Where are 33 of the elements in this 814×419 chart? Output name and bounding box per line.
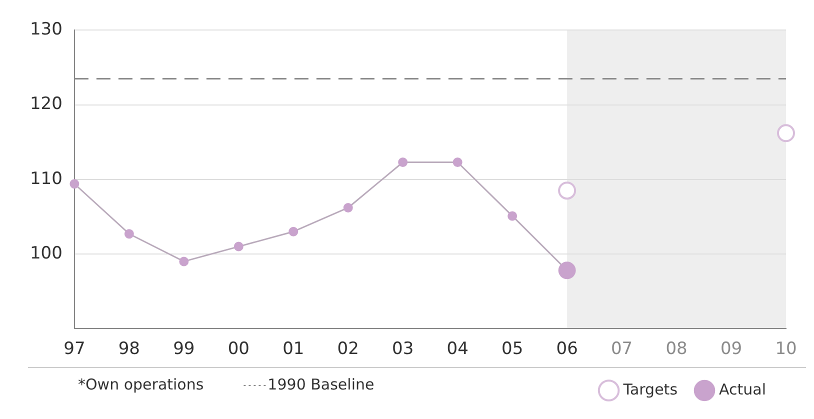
y-tick-label: 120: [30, 94, 62, 114]
x-tick-label: 97: [64, 339, 86, 360]
x-tick-label: 02: [337, 339, 359, 360]
point: [508, 211, 518, 221]
x-tick-label: 98: [118, 339, 140, 360]
x-tick-label: 05: [502, 339, 524, 360]
point: [288, 226, 298, 236]
y-tick-label: 100: [30, 243, 62, 264]
point: [398, 157, 408, 167]
x-tick-label: 09: [720, 339, 742, 360]
legend-label: 1990 Baseline: [268, 375, 374, 394]
x-tick-label: 00: [228, 339, 250, 360]
point: [234, 242, 244, 252]
x-tick-label: 03: [392, 339, 414, 360]
x-tick-label: 99: [173, 339, 195, 360]
point: [343, 203, 353, 212]
y-tick-label: 110: [30, 168, 62, 189]
point: [558, 182, 576, 200]
point: [179, 256, 189, 266]
point: [452, 157, 462, 167]
x-tick-label: 08: [666, 339, 688, 360]
x-tick-label: 07: [610, 339, 633, 360]
text: *Own operations: [78, 375, 204, 394]
x-tick-label: 04: [446, 339, 468, 360]
legend-label: Targets: [622, 380, 678, 398]
point: [124, 229, 134, 239]
x-tick-label: 01: [282, 339, 304, 360]
point: [70, 179, 80, 189]
x-tick-label: 10: [775, 339, 797, 360]
legend-label: Actual: [719, 380, 766, 398]
y-tick-label: 130: [30, 20, 62, 40]
x-tick-label: 06: [556, 339, 578, 360]
point: [777, 124, 795, 142]
